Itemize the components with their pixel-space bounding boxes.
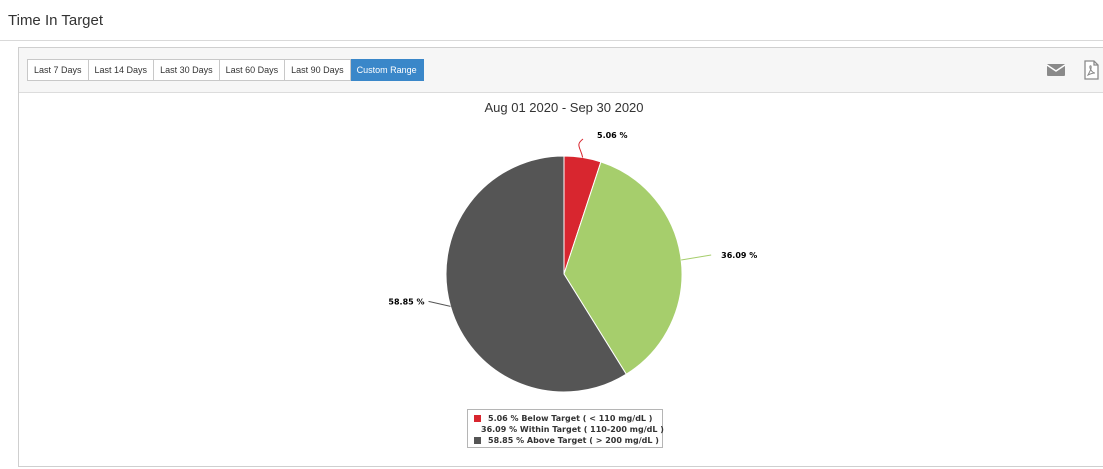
pie-slice-above[interactable]: [445, 155, 627, 393]
range-button-90-days[interactable]: Last 90 Days: [285, 59, 351, 81]
legend-swatch-below: [474, 415, 481, 422]
range-button-14-days[interactable]: Last 14 Days: [88, 59, 155, 81]
pdf-icon[interactable]: [1080, 60, 1102, 80]
chart-panel: Last 7 Days Last 14 Days Last 30 Days La…: [18, 47, 1103, 467]
legend-label-above: 58.85 % Above Target ( > 200 mg/dL ): [488, 436, 659, 445]
range-button-60-days[interactable]: Last 60 Days: [219, 59, 286, 81]
chart-legend: 5.06 % Below Target ( < 110 mg/dL ) 36.0…: [467, 409, 664, 448]
pie-chart: 5.06 % 36.09 % 58.85 %: [388, 131, 757, 393]
pie-connector-below: [578, 138, 584, 158]
range-button-custom[interactable]: Custom Range: [350, 59, 424, 81]
pie-label-below: 5.06 %: [597, 131, 628, 140]
pie-connector-within: [681, 254, 712, 261]
mail-icon[interactable]: [1045, 60, 1067, 80]
legend-item-below: 5.06 % Below Target ( < 110 mg/dL ): [474, 413, 662, 424]
legend-item-above: 58.85 % Above Target ( > 200 mg/dL ): [474, 435, 662, 446]
range-button-30-days[interactable]: Last 30 Days: [154, 59, 220, 81]
page-title: Time In Target: [8, 12, 104, 29]
legend-label-below: 5.06 % Below Target ( < 110 mg/dL ): [488, 414, 653, 423]
pie-label-above: 58.85 %: [388, 297, 424, 306]
legend-label-within: 36.09 % Within Target ( 110-200 mg/dL ): [481, 425, 664, 434]
legend-item-within: 36.09 % Within Target ( 110-200 mg/dL ): [474, 424, 664, 435]
pie-label-within: 36.09 %: [721, 251, 757, 260]
chart-title: Aug 01 2020 - Sep 30 2020: [484, 100, 644, 115]
toolbar: Last 7 Days Last 14 Days Last 30 Days La…: [19, 48, 1103, 93]
range-button-7-days[interactable]: Last 7 Days: [27, 59, 89, 81]
title-bar: Time In Target: [0, 0, 1103, 41]
legend-swatch-above: [474, 437, 481, 444]
date-range-button-group: Last 7 Days Last 14 Days Last 30 Days La…: [27, 59, 424, 81]
pie-connector-above: [428, 300, 451, 307]
